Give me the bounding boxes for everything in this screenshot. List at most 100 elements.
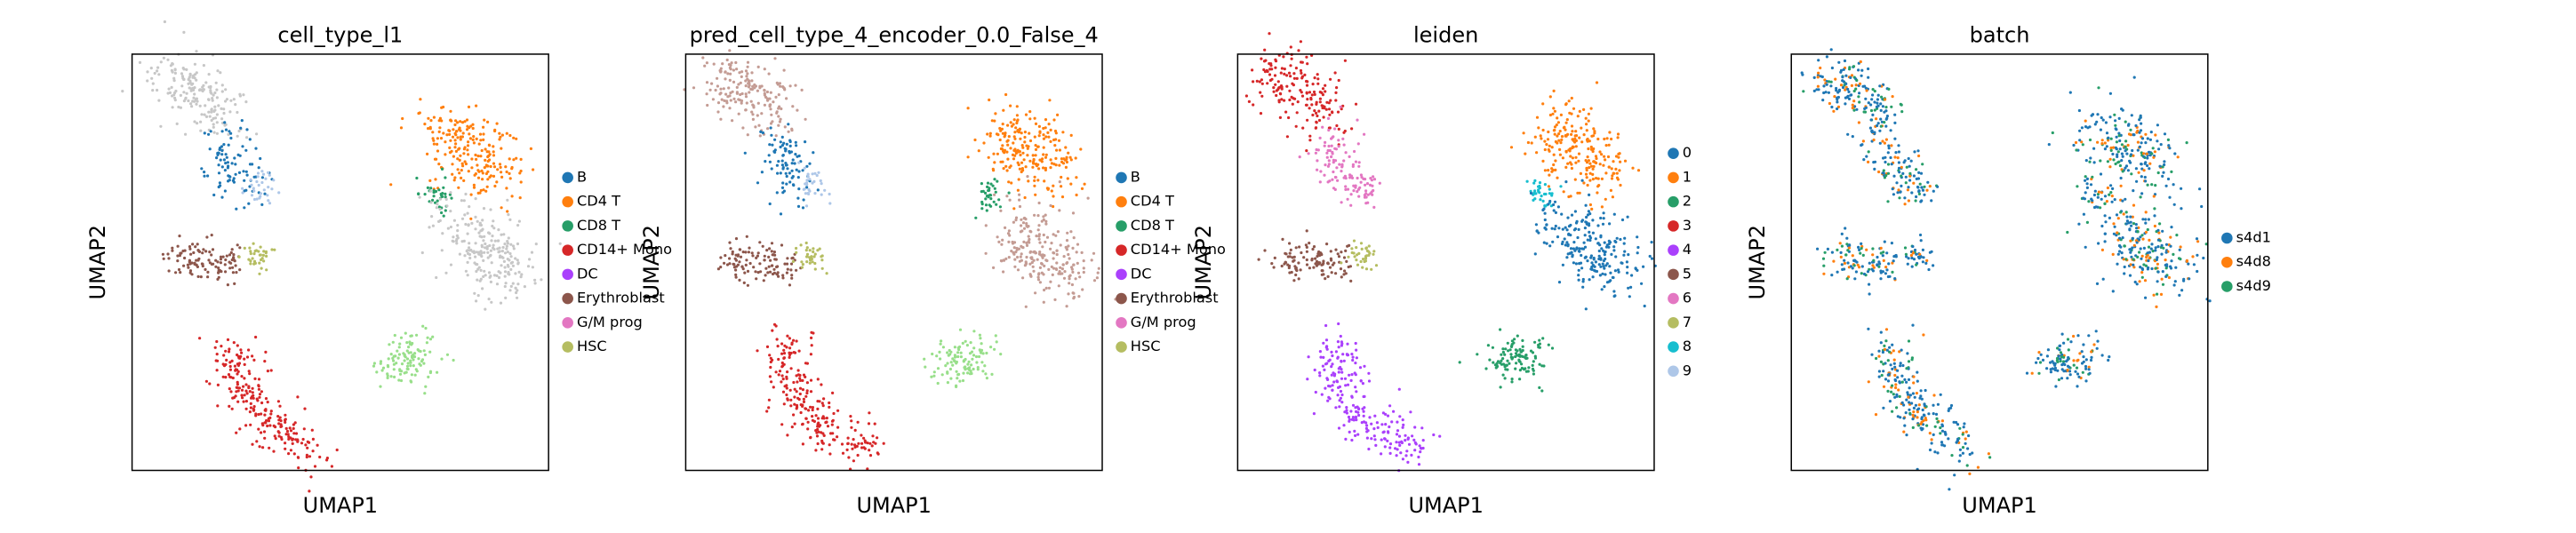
scatter-point [1338, 163, 1341, 166]
scatter-point [751, 254, 755, 258]
scatter-point [188, 247, 192, 251]
scatter-point [1566, 216, 1570, 219]
scatter-point [151, 89, 155, 92]
scatter-point [777, 107, 780, 110]
scatter-point [1045, 235, 1050, 239]
scatter-point [1037, 124, 1041, 128]
scatter-point [1363, 195, 1367, 199]
scatter-point [1567, 99, 1571, 103]
scatter-point [2068, 91, 2072, 94]
scatter-point [1616, 178, 1620, 181]
scatter-point [993, 193, 996, 196]
scatter-point [1384, 423, 1388, 426]
scatter-point [1587, 159, 1590, 163]
scatter-point [1879, 341, 1883, 345]
scatter-point [1383, 437, 1387, 441]
scatter-point [439, 192, 443, 196]
scatter-point [2196, 269, 2199, 274]
scatter-point [1355, 259, 1358, 262]
scatter-point [1042, 166, 1045, 170]
scatter-point [1868, 261, 1871, 265]
scatter-point [785, 142, 788, 146]
scatter-point [817, 171, 820, 174]
scatter-point [1503, 353, 1507, 356]
scatter-point [248, 163, 252, 166]
scatter-point [1458, 361, 1461, 364]
scatter-point [1905, 434, 1908, 437]
scatter-point [218, 147, 221, 151]
scatter-point [239, 126, 243, 130]
scatter-point [792, 183, 796, 187]
scatter-point [2081, 143, 2084, 147]
scatter-point [311, 437, 315, 441]
scatter-point [751, 113, 755, 116]
scatter-point [2156, 270, 2160, 274]
scatter-point [1889, 155, 1892, 160]
scatter-point [1589, 107, 1593, 110]
scatter-point [1891, 261, 1894, 265]
scatter-point [1293, 265, 1297, 268]
scatter-point [1884, 328, 1889, 331]
scatter-point [1932, 189, 1935, 193]
scatter-point [488, 175, 492, 179]
scatter-point [398, 342, 402, 346]
scatter-point [1907, 378, 1911, 381]
y-axis-label: UMAP2 [1191, 225, 1216, 299]
scatter-point [264, 177, 268, 180]
scatter-point [1331, 136, 1334, 139]
scatter-point [1897, 166, 1901, 170]
scatter-point [228, 130, 231, 133]
scatter-point [1348, 265, 1352, 268]
scatter-point [492, 227, 496, 230]
scatter-point [737, 98, 740, 101]
scatter-point [1838, 242, 1842, 245]
scatter-point [2129, 153, 2133, 156]
scatter-point [263, 413, 267, 417]
scatter-point [1885, 251, 1889, 255]
scatter-point [459, 154, 462, 157]
scatter-point [280, 425, 284, 428]
scatter-point [1919, 255, 1923, 259]
scatter-point [1317, 109, 1321, 113]
scatter-point [452, 219, 456, 222]
scatter-point [479, 155, 483, 158]
scatter-point [223, 263, 227, 266]
scatter-point [2172, 252, 2175, 256]
scatter-point [1908, 401, 1911, 404]
scatter-point [520, 273, 524, 276]
scatter-point [978, 333, 981, 337]
scatter-point [1869, 108, 1874, 113]
scatter-point [2120, 107, 2124, 111]
scatter-point [1878, 262, 1882, 266]
scatter-point [1851, 266, 1854, 270]
scatter-point [2154, 249, 2157, 252]
scatter-point [1010, 124, 1013, 128]
scatter-point [287, 435, 291, 439]
scatter-point [175, 122, 179, 125]
scatter-point [510, 195, 514, 198]
scatter-point [1553, 200, 1557, 203]
scatter-point [2051, 131, 2054, 135]
scatter-point [818, 400, 821, 403]
scatter-point [867, 422, 871, 426]
scatter-point [949, 361, 953, 364]
scatter-point [1033, 184, 1036, 187]
scatter-point [1610, 252, 1613, 256]
scatter-point [1889, 363, 1892, 367]
scatter-point [1247, 99, 1251, 103]
scatter-point [1916, 149, 1920, 153]
scatter-point [405, 364, 410, 368]
scatter-point [2164, 251, 2168, 254]
scatter-point [436, 142, 439, 146]
scatter-point [1037, 224, 1041, 227]
scatter-point [266, 424, 269, 428]
scatter-point [860, 434, 863, 437]
scatter-point [478, 132, 483, 136]
scatter-point [1915, 168, 1918, 171]
scatter-point [1040, 271, 1044, 274]
scatter-point [992, 200, 996, 203]
scatter-point [1305, 250, 1308, 253]
scatter-point [2124, 149, 2127, 153]
scatter-point [800, 260, 804, 264]
scatter-point [795, 268, 798, 272]
